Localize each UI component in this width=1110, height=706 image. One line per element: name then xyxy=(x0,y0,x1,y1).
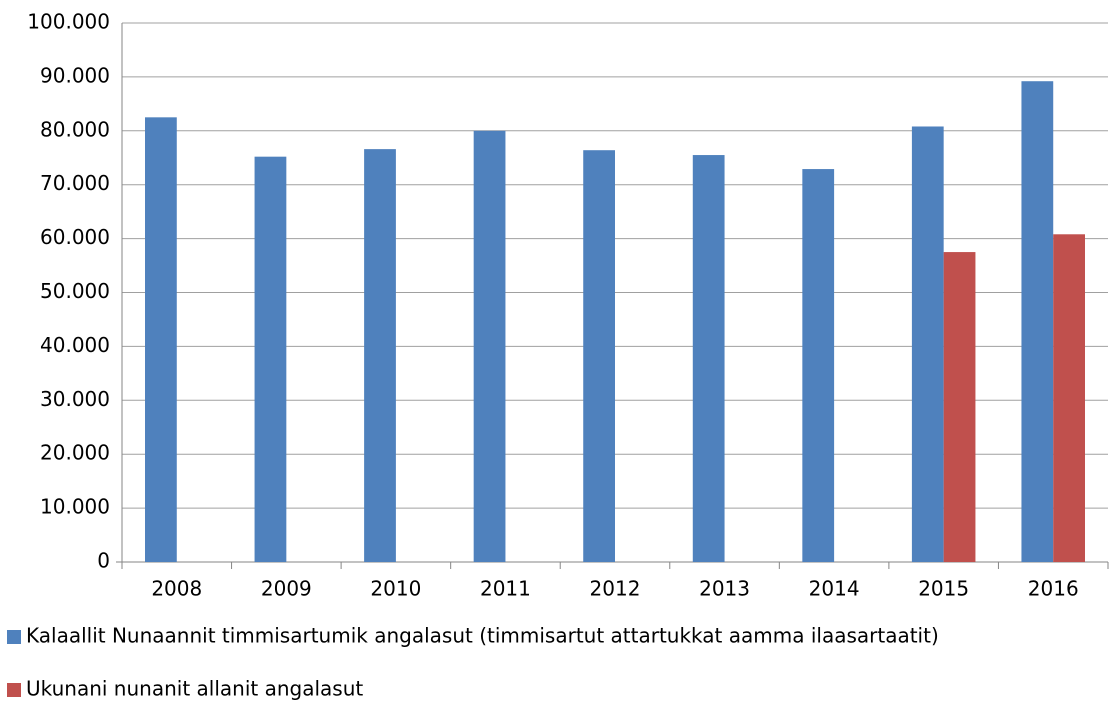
y-tick-label: 0 xyxy=(97,549,110,573)
legend-swatch xyxy=(7,630,21,644)
x-tick-label: 2014 xyxy=(809,577,860,601)
bar xyxy=(1021,81,1054,562)
x-tick-label: 2010 xyxy=(370,577,421,601)
x-tick-label: 2011 xyxy=(480,577,531,601)
bar xyxy=(254,156,287,562)
y-tick-label: 90.000 xyxy=(40,63,110,87)
bar xyxy=(1053,234,1085,562)
y-tick-label: 20.000 xyxy=(40,441,110,465)
legend-label: Ukunani nunanit allanit angalasut xyxy=(26,677,363,701)
y-tick-label: 50.000 xyxy=(40,279,110,303)
x-tick-label: 2015 xyxy=(918,577,969,601)
bar xyxy=(145,117,177,562)
y-tick-label: 100.000 xyxy=(27,10,110,34)
bar xyxy=(583,150,615,563)
bar xyxy=(473,130,506,563)
bar xyxy=(364,149,396,562)
legend-swatch xyxy=(7,683,21,697)
legend-label: Kalaallit Nunaannit timmisartumik angala… xyxy=(26,624,939,648)
y-tick-label: 30.000 xyxy=(40,387,110,411)
bar xyxy=(802,169,835,562)
y-tick-label: 70.000 xyxy=(40,171,110,195)
y-tick-label: 40.000 xyxy=(40,333,110,357)
y-tick-label: 80.000 xyxy=(40,117,110,141)
y-tick-label: 60.000 xyxy=(40,225,110,249)
bar xyxy=(943,252,976,562)
y-tick-label: 10.000 xyxy=(40,495,110,519)
x-tick-label: 2016 xyxy=(1028,577,1079,601)
bar xyxy=(911,126,944,562)
x-tick-label: 2008 xyxy=(151,577,202,601)
bar xyxy=(692,155,725,562)
x-tick-label: 2009 xyxy=(261,577,312,601)
x-tick-label: 2013 xyxy=(699,577,750,601)
x-tick-label: 2012 xyxy=(590,577,641,601)
